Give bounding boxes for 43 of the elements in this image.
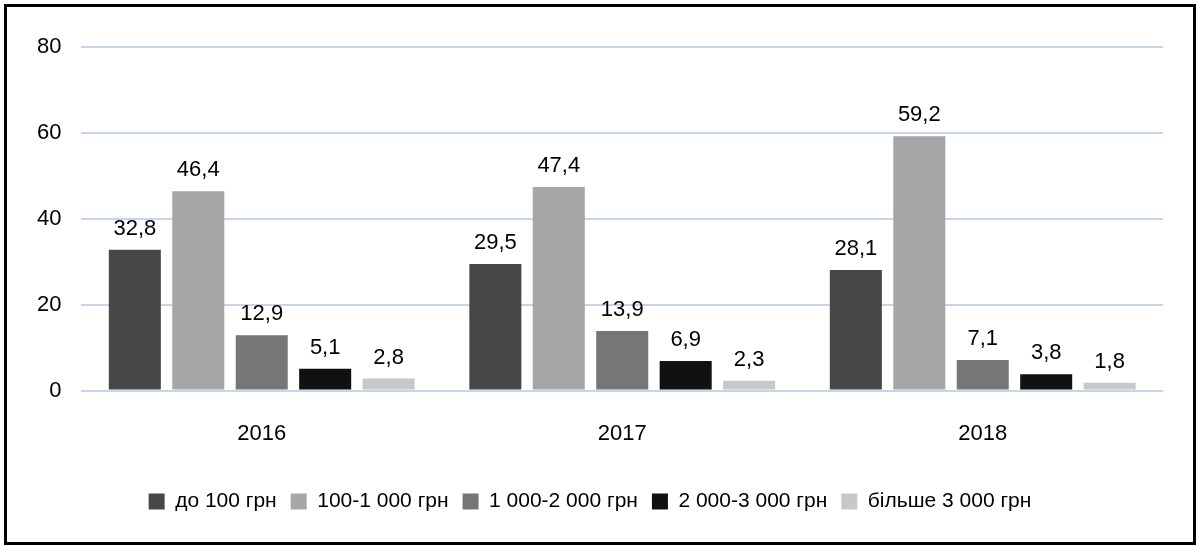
data-label: 6,9 [670,326,701,352]
bar [659,360,712,390]
legend-label: 1 000-2 000 грн [489,488,638,512]
data-label: 2,3 [733,345,765,371]
x-tick-label: 2016 [237,419,287,445]
legend-label: більше 3 000 грн [867,488,1032,512]
y-tick-label: 0 [49,376,62,402]
bar [172,191,225,390]
data-label: 47,4 [537,152,581,178]
data-label: 12,9 [240,300,284,326]
bar [469,263,522,390]
data-label: 28,1 [834,234,878,260]
y-tick-label: 40 [36,204,62,230]
bar [108,249,161,390]
data-label: 29,5 [473,228,517,254]
data-label: 5,1 [309,333,341,359]
bar [1083,382,1136,390]
bar [956,360,1009,390]
legend-label: до 100 грн [175,488,277,512]
x-tick-label: 2017 [597,419,647,445]
bar [596,330,649,390]
bar [829,269,882,390]
bar [532,187,585,390]
y-tick-label: 20 [36,290,62,316]
bar [1020,374,1073,390]
legend-label: 2 000-3 000 грн [678,488,828,512]
data-label: 2,8 [373,343,404,369]
x-tick-label: 2018 [958,419,1008,445]
y-tick-label: 80 [36,33,62,59]
data-label: 59,2 [897,101,941,127]
data-label: 46,4 [176,156,220,182]
data-label: 32,8 [113,214,157,240]
legend-label: 100-1 000 грн [317,488,449,512]
data-label: 1,8 [1094,347,1125,373]
bar [723,380,776,390]
data-label: 7,1 [967,325,999,351]
y-tick-label: 60 [36,118,62,144]
bar [299,368,352,390]
bar [893,136,946,390]
data-label: 3,8 [1030,339,1062,365]
data-label: 13,9 [600,295,644,321]
bar [362,378,415,390]
bar [235,335,288,390]
